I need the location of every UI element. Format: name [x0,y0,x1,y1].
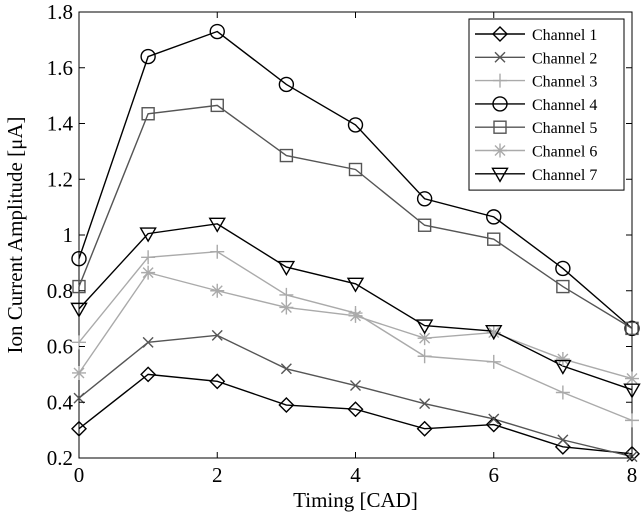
series-4-point [140,48,156,65]
series-1-point [347,401,364,418]
series-7-point [208,217,226,233]
series-4-point [209,23,225,40]
series-7-point [139,227,157,243]
series-5-point [348,162,363,177]
series-line-1 [78,373,633,455]
series-1-point [209,373,226,390]
legend-marker-3 [493,73,507,88]
series-7-point [346,277,365,293]
series-6-point [555,352,570,367]
y-tick-label: 1.6 [47,56,73,80]
series-3-point [417,349,432,364]
series-2-point [73,392,85,404]
series-5-point [210,98,224,113]
y-tick-label: 1 [63,223,74,247]
series-5-point [556,279,570,294]
series-2-point [557,434,569,446]
series-line-5 [78,104,633,329]
series-2-point [488,413,500,425]
series-6-point [72,365,86,380]
x-tick-label: 6 [489,463,500,487]
legend-marker-1 [492,26,508,42]
series-7-point [554,359,572,375]
legend-marker-2 [494,51,506,63]
series-3-point [141,250,156,265]
y-tick-label: 0.4 [47,390,74,414]
legend-marker-4 [492,96,508,112]
y-tick-label: 1.2 [47,167,73,191]
series-2-point [142,336,154,348]
series-3-point [210,244,225,259]
series-3-point [555,385,570,400]
y-tick-label: 0.6 [47,335,73,359]
series-3-point [279,287,294,302]
series-2-point [280,363,292,375]
series-7-point [623,383,641,399]
series-6-point [141,265,156,280]
y-tick-label: 0.8 [47,279,73,303]
series-2-point [211,329,223,341]
legend-label-5: Channel 5 [532,120,597,137]
legend-label-2: Channel 2 [532,50,597,67]
y-axis-label: Ion Current Amplitude [μA] [3,117,27,354]
series-6-point [625,371,639,386]
y-tick-label: 1.4 [47,112,74,136]
series-line-4 [78,30,633,329]
series-6-point [279,300,294,315]
x-tick-label: 8 [627,463,638,487]
series-3-point [486,354,501,369]
series-6-point [348,308,363,323]
series-7-point [70,302,88,318]
series-2-point [419,398,431,410]
series-4-point [71,250,87,267]
series-2-point [350,380,361,392]
series-5-point [279,148,294,163]
series-line-7 [78,223,633,391]
series-5-point [72,279,86,294]
series-7-point [415,319,434,335]
series-6-point [417,331,432,346]
series-3-point [625,413,639,428]
series-5-point [141,107,155,121]
x-tick-label: 2 [212,463,223,487]
series-4-point [486,209,502,225]
series-4-point [347,117,364,133]
x-tick-label: 4 [350,463,361,487]
x-tick-label: 0 [74,463,85,487]
series-6-point [210,283,225,298]
series-7-point [485,324,503,341]
legend-label-3: Channel 3 [532,74,597,91]
series-5-point [625,321,639,336]
series-4-point [624,320,640,337]
series-6-point [486,325,501,340]
series-5-point [487,232,501,246]
series-4-point [278,76,295,93]
legend-label-4: Channel 4 [532,97,597,114]
series-1-point [416,420,433,437]
series-4-point [416,191,433,207]
series-5-point [417,218,432,232]
legend-label-1: Channel 1 [532,27,597,44]
series-1-point [278,397,295,414]
y-tick-label: 1.8 [47,0,73,24]
series-1-point [485,416,502,433]
legend-marker-6 [493,143,507,158]
y-tick-label: 0.2 [47,446,73,470]
legend-label-7: Channel 7 [532,167,597,184]
legend-label-6: Channel 6 [532,144,597,161]
legend-marker-7 [491,167,509,183]
series-4-point [555,260,571,277]
legend-marker-5 [493,120,507,134]
x-axis-label: Timing [CAD] [293,488,418,512]
series-1-point [140,366,157,383]
series-7-point [277,260,296,276]
series-1-point [71,420,87,437]
